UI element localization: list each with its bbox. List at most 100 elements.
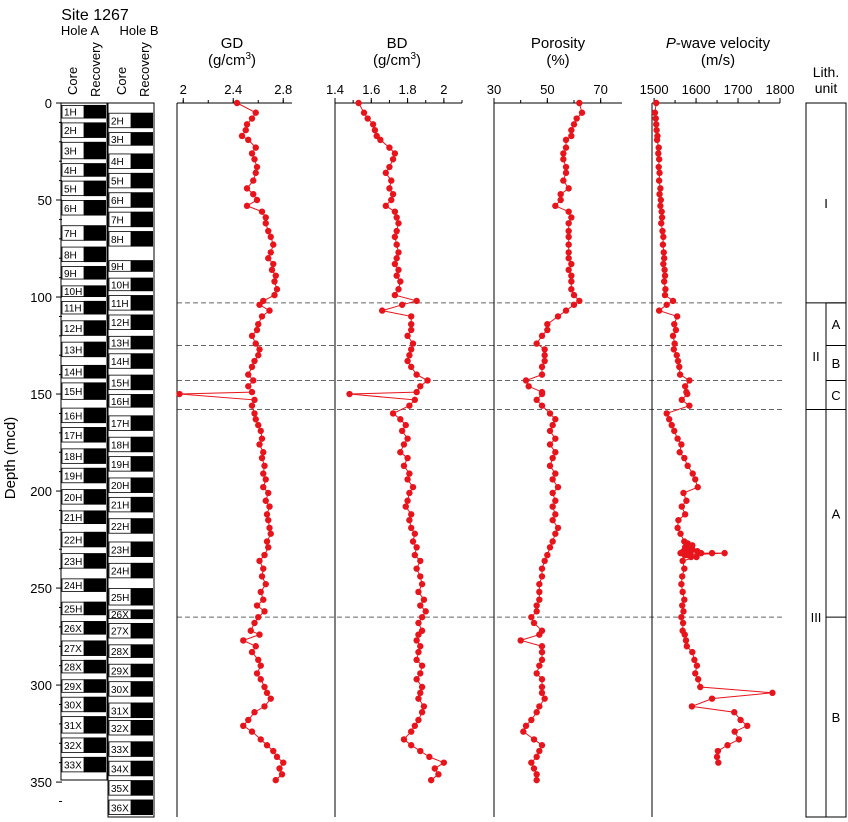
hole-b-recovery-block [131, 153, 153, 169]
hole-b-recovery-block [131, 335, 153, 350]
hole-b-core-box [108, 335, 132, 350]
pwave-data-point [655, 163, 662, 171]
bd-tick-label: 1.6 [362, 82, 380, 97]
gd-data-point [248, 728, 256, 735]
porosity-data-point [552, 511, 559, 518]
pwave-data-point [708, 549, 716, 557]
bd-data-point [395, 249, 402, 256]
hole-b-core-header: Core [114, 67, 129, 95]
bd-data-point [371, 126, 379, 134]
hole-b-core-box [108, 260, 132, 272]
pwave-data-point [655, 150, 662, 157]
hole-b-core-box [108, 192, 132, 208]
hole-b-recovery-block [131, 562, 153, 579]
pwave-data-point [693, 553, 700, 561]
gd-data-point [256, 301, 263, 308]
porosity-data-point [538, 332, 546, 340]
hole-b-recovery-block [131, 622, 153, 639]
porosity-unit: (%) [546, 52, 569, 69]
pwave-data-point [660, 233, 667, 241]
pwave-data-point [679, 557, 686, 565]
porosity-data-point [576, 99, 583, 107]
porosity-data-point [536, 631, 543, 638]
hole-a-core-box [61, 266, 85, 280]
hole-a-core-box [61, 756, 85, 773]
hole-b-recovery-header: Recovery [137, 42, 152, 97]
porosity-data-point [528, 716, 535, 724]
pwave-data-point [674, 357, 682, 365]
pwave-tick-label: 1600 [682, 82, 711, 97]
hole-b-recovery-block [131, 681, 153, 697]
hole-b-core-label: 30X [111, 685, 129, 696]
porosity-data-point [541, 557, 548, 565]
gd-data-point [252, 340, 259, 347]
hole-a-frame [60, 102, 108, 781]
hole-a-recovery-block [84, 621, 106, 635]
hole-a-core-label: 23H [64, 557, 82, 568]
gd-data-point [263, 538, 271, 545]
bd-data-point [418, 580, 426, 588]
pwave-data-point [656, 190, 663, 198]
bd-data-point [413, 637, 420, 644]
porosity-data-point [570, 291, 578, 299]
hole-b-core-label: 35X [111, 784, 129, 795]
bd-data-point [395, 220, 402, 227]
bd-data-point [408, 320, 415, 328]
hole-a-core-label: 26X [64, 624, 82, 635]
depth-tick-label: 250 [30, 581, 52, 596]
gd-data-point [253, 670, 261, 677]
hole-a-recovery-block [84, 553, 106, 569]
bd-data-point [413, 544, 420, 551]
gd-data-point [257, 676, 264, 683]
pwave-data-point [673, 313, 681, 320]
hole-a-core-label: 11H [64, 304, 82, 315]
hole-a-core-label: 28X [64, 663, 82, 674]
hole-b-core-box [108, 277, 132, 292]
porosity-data-point [576, 297, 583, 305]
pwave-data-point [677, 530, 684, 537]
porosity-data-point [538, 683, 546, 691]
hole-b-core-label: 2H [111, 116, 124, 127]
gd-data-point [255, 421, 262, 429]
hole-a-recovery-block [84, 427, 106, 443]
gd-data-point [270, 747, 277, 755]
porosity-data-point [533, 340, 540, 347]
hole-b-core-label: 21H [111, 501, 129, 512]
pwave-data-point [678, 396, 685, 404]
gd-data-point [238, 132, 246, 140]
porosity-data-point [538, 390, 546, 398]
hole-b-recovery-block [131, 741, 153, 757]
gd-data-point [272, 776, 279, 784]
gd-data-point [262, 497, 269, 504]
hole-a-core-label: 6H [64, 204, 77, 215]
hole-a-core-box [61, 489, 85, 505]
gd-data-point [250, 377, 257, 384]
hole-b-recovery-block [131, 353, 153, 369]
gd-data-point [255, 320, 262, 328]
hole-a-core-label: 21H [64, 513, 82, 524]
porosity-data-point [565, 241, 572, 248]
porosity-data-point [541, 695, 548, 702]
hole-a-core-label: 20H [64, 493, 82, 504]
porosity-data-point [541, 346, 548, 353]
bd-data-point [418, 662, 426, 669]
pwave-data-point [660, 255, 668, 262]
pwave-data-point [679, 588, 686, 596]
hole-b-core-label: 25H [111, 593, 129, 604]
hole-a-core-label: 4H [64, 166, 77, 177]
gd-data-point [253, 196, 261, 204]
gd-data-point [260, 596, 267, 603]
bd-data-point [393, 227, 400, 235]
gd-data-point [258, 435, 266, 442]
gd-data-point [245, 383, 252, 390]
bd-data-point [382, 169, 389, 177]
gd-data-point [265, 227, 272, 235]
bd-data-point [411, 530, 419, 537]
bd-title: BD [387, 35, 408, 52]
porosity-data-point [565, 220, 572, 227]
hole-b-recovery-block [131, 295, 153, 311]
porosity-data-point [538, 643, 546, 650]
porosity-tick-label: 50 [540, 82, 554, 97]
hole-b-core-box [108, 314, 132, 330]
porosity-data-point [522, 722, 530, 730]
